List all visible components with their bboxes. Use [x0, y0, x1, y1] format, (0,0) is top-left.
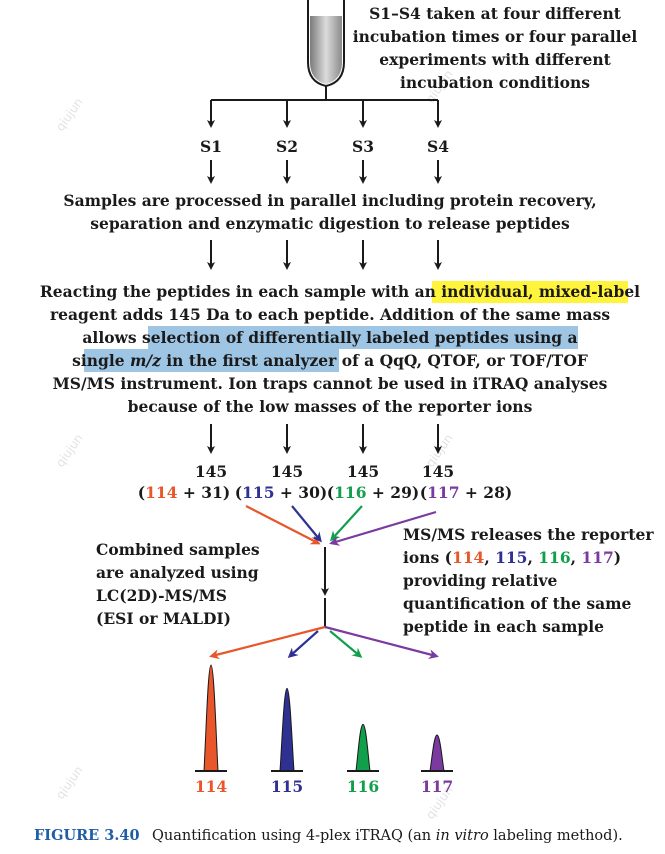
tag-balance-4: + 28) — [460, 483, 513, 502]
release-line-3: providing relative — [403, 571, 557, 590]
processing-line-1: Samples are processed in parallel includ… — [63, 191, 596, 210]
labeling-step: Reacting the peptides in each sample wit… — [40, 282, 640, 416]
labeling-line-6: because of the low masses of the reporte… — [128, 397, 533, 416]
tag-composition-3: (116 + 29) — [327, 483, 419, 502]
highlight-blue-2 — [84, 349, 339, 372]
tag-total-4: 145 — [422, 462, 454, 481]
arrows-to-labeling — [207, 240, 442, 270]
caption-text-italic: in vitro — [436, 828, 489, 844]
watermarks: qiujun qiujun qiujun qiujun qiujun qiuju… — [53, 67, 456, 821]
tag-totals: 145 145 145 145 — [195, 462, 454, 481]
release-prefix: ions ( — [403, 548, 452, 567]
labeling-line-4-highlight-b: in the first analyzer — [161, 351, 337, 370]
highlight-yellow — [432, 281, 628, 303]
labeling-line-1-plain: Reacting the peptides in each sample wit… — [40, 282, 441, 301]
arrows-to-processing — [207, 160, 442, 184]
sample-s2: S2 — [276, 137, 298, 156]
processing-step: Samples are processed in parallel includ… — [63, 191, 596, 233]
release-line-5: peptide in each sample — [403, 617, 604, 636]
labeling-line-5: MS/MS instrument. Ion traps cannot be us… — [53, 374, 608, 393]
tag-compositions: (114 + 31) (115 + 30) (116 + 29) (117 + … — [138, 483, 512, 502]
peak-114 — [203, 664, 219, 772]
labeling-line-4-italic: m/z — [130, 351, 162, 370]
labeling-line-4-plain: of a QqQ, QTOF, or TOF/TOF — [336, 351, 588, 370]
release-sep-2: , — [527, 548, 538, 567]
tag-reporter-115: 115 — [242, 483, 274, 502]
combined-line-2: are analyzed using — [96, 563, 259, 582]
peak-115 — [279, 687, 295, 772]
test-tube-icon — [307, 0, 345, 100]
labeling-line-3: allows selection of differentially label… — [82, 328, 577, 347]
watermark-3: qiujun — [53, 431, 86, 469]
tag-total-3: 145 — [347, 462, 379, 481]
peak-label-115: 115 — [271, 777, 303, 796]
tag-balance-3: + 29) — [367, 483, 420, 502]
peak-116 — [355, 723, 371, 772]
peak-label-116: 116 — [347, 777, 379, 796]
tag-reporter-114: 114 — [145, 483, 178, 502]
converging-arrows — [245, 505, 437, 546]
top-note: S1–S4 taken at four different incubation… — [353, 4, 638, 92]
reporter-peaks: 114 115 116 117 — [195, 664, 453, 796]
labeling-line-1: Reacting the peptides in each sample wit… — [40, 282, 640, 301]
tag-composition-2: (115 + 30) — [235, 483, 327, 502]
release-115: 115 — [495, 548, 527, 567]
sample-s4: S4 — [427, 137, 449, 156]
watermark-5: qiujun — [53, 763, 86, 801]
tag-reporter-117: 117 — [427, 483, 459, 502]
tag-reporter-116: 116 — [334, 483, 366, 502]
watermark-1: qiujun — [53, 95, 86, 133]
sample-s3: S3 — [352, 137, 374, 156]
split-arrows — [207, 99, 442, 128]
tag-total-2: 145 — [271, 462, 303, 481]
processing-line-2: separation and enzymatic digestion to re… — [90, 214, 570, 233]
highlight-blue-1 — [148, 326, 578, 349]
combined-line-1: Combined samples — [96, 540, 260, 559]
labeling-line-4: single m/z in the first analyzer of a Qq… — [72, 351, 588, 370]
release-sep-1: , — [484, 548, 495, 567]
release-note: MS/MS releases the reporter ions (114, 1… — [403, 525, 654, 636]
top-note-line-1: S1–S4 taken at four different — [369, 4, 622, 23]
release-suffix: ) — [614, 548, 621, 567]
caption-text-b: labeling method). — [489, 828, 623, 844]
tag-balance-2: + 30) — [275, 483, 328, 502]
labeling-line-2: reagent adds 145 Da to each peptide. Add… — [50, 305, 610, 324]
caption-text-a: Quantification using 4-plex iTRAQ (an — [152, 828, 436, 844]
tag-composition-1: (114 + 31) — [138, 483, 230, 502]
release-117: 117 — [581, 548, 613, 567]
release-114: 114 — [452, 548, 485, 567]
release-line-1: MS/MS releases the reporter — [403, 525, 654, 544]
release-line-2: ions (114, 115, 116, 117) — [403, 548, 621, 567]
combined-line-3: LC(2D)-MS/MS — [96, 586, 227, 605]
peak-label-117: 117 — [421, 777, 453, 796]
tag-composition-4: (117 + 28) — [420, 483, 512, 502]
combined-line-4: (ESI or MALDI) — [96, 609, 231, 628]
sample-labels: S1 S2 S3 S4 — [200, 137, 449, 156]
highlights — [84, 281, 628, 372]
figure-caption: FIGURE 3.40 Quantification using 4-plex … — [34, 827, 623, 844]
release-line-4: quantification of the same — [403, 594, 632, 613]
labeling-line-1-highlight: individual, mixed-label — [441, 282, 640, 301]
top-note-line-4: incubation conditions — [400, 73, 590, 92]
peak-label-114: 114 — [195, 777, 228, 796]
release-sep-3: , — [571, 548, 582, 567]
diverging-arrows — [209, 625, 439, 660]
labeling-line-3-plain: allows — [82, 328, 137, 347]
caption-text: Quantification using 4-plex iTRAQ (an in… — [152, 828, 623, 844]
top-note-line-3: experiments with different — [379, 50, 611, 69]
combined-note: Combined samples are analyzed using LC(2… — [96, 540, 260, 628]
tag-balance-1: + 31) — [178, 483, 231, 502]
labeling-line-4-highlight-a: single — [72, 351, 130, 370]
caption-label: FIGURE 3.40 — [34, 827, 140, 844]
arrows-to-tags — [207, 424, 442, 454]
labeling-line-3-highlight: selection of differentially labeled pept… — [137, 328, 578, 347]
sample-s1: S1 — [200, 137, 222, 156]
top-note-line-2: incubation times or four parallel — [353, 27, 638, 46]
tag-total-1: 145 — [195, 462, 227, 481]
peak-117 — [429, 734, 445, 772]
release-116: 116 — [538, 548, 570, 567]
